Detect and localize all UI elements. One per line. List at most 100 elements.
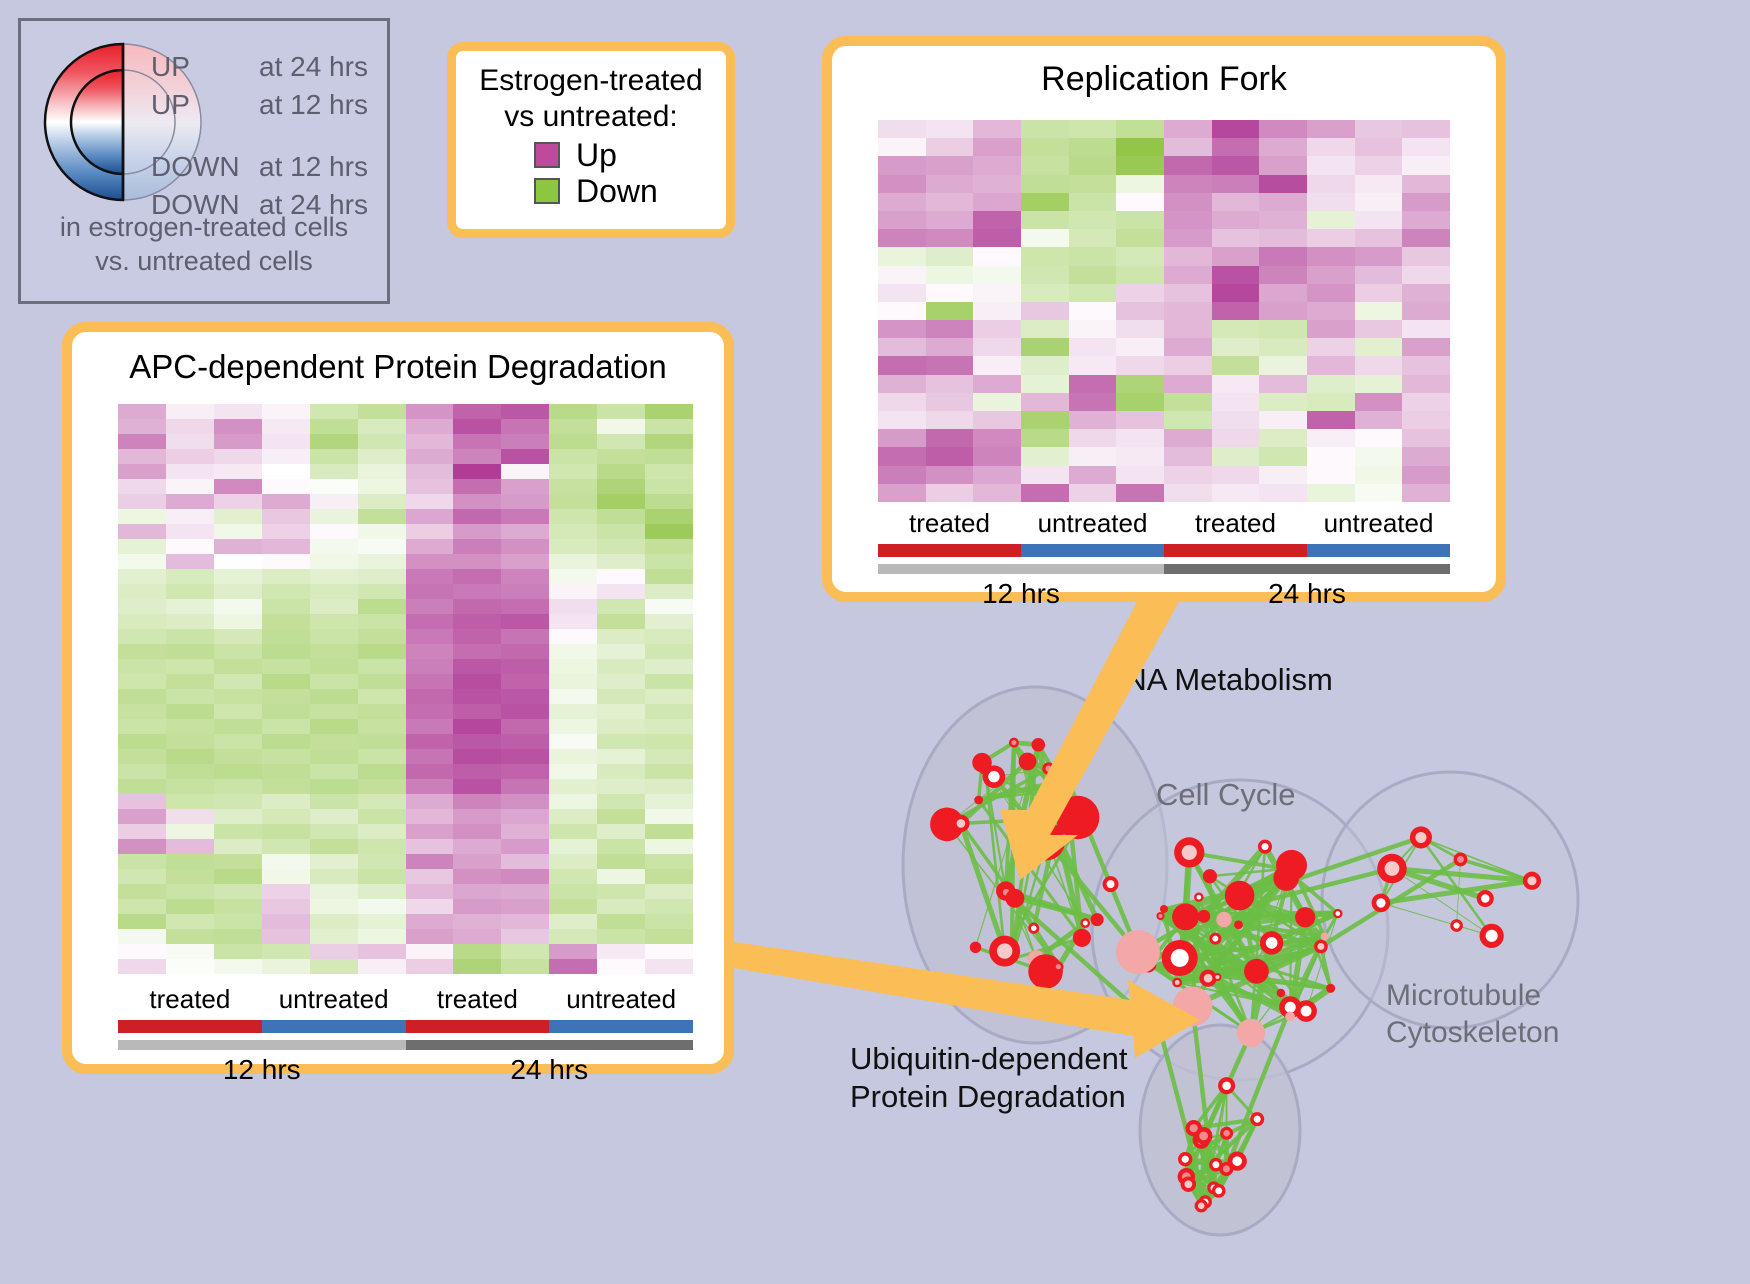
heatmap-cell: [166, 569, 214, 584]
heatmap-cell: [166, 449, 214, 464]
heatmap-cell: [1164, 138, 1212, 156]
network-node: [1042, 762, 1055, 775]
heatmap-cell: [973, 266, 1021, 284]
heatmap-cell: [501, 839, 549, 854]
updown-legend-card: Estrogen-treated vs untreated: Up Down: [447, 42, 735, 238]
heatmap-cell: [1402, 356, 1450, 374]
heatmap-cell: [310, 479, 358, 494]
heatmap-cell: [1212, 138, 1260, 156]
heatmap-cell: [358, 719, 406, 734]
heatmap-cell: [453, 734, 501, 749]
heatmap-cell: [453, 614, 501, 629]
heatmap-cell: [1307, 175, 1355, 193]
network-node: [1216, 912, 1231, 927]
heatmap-cell: [406, 689, 454, 704]
heatmap-cell: [501, 659, 549, 674]
heatmap-cell: [597, 749, 645, 764]
network-node: [1250, 1112, 1264, 1126]
heatmap-cell: [453, 659, 501, 674]
heatmap-cell: [1355, 320, 1403, 338]
heatmap-cell: [214, 959, 262, 974]
heatmap-cell: [1069, 175, 1117, 193]
network-node: [1173, 987, 1213, 1027]
heatmap-cell: [1402, 320, 1450, 338]
heatmap-cell: [1355, 266, 1403, 284]
heatmap-cell: [878, 393, 926, 411]
heatmap-cell: [1259, 175, 1307, 193]
heatmap-cell: [1021, 175, 1069, 193]
heatmap-cell: [1259, 266, 1307, 284]
heatmap-cell: [310, 434, 358, 449]
heatmap-cell: [166, 959, 214, 974]
heatmap-cell: [358, 659, 406, 674]
heatmap-cell: [118, 419, 166, 434]
heatmap-cell: [878, 320, 926, 338]
time-label: 12 hrs: [118, 1054, 406, 1086]
heatmap-cell: [1355, 120, 1403, 138]
heatmap-cell: [1355, 356, 1403, 374]
heatmap-cell: [310, 959, 358, 974]
heatmap-cell: [549, 659, 597, 674]
heatmap-cell: [310, 929, 358, 944]
heatmap-cell: [549, 449, 597, 464]
heatmap-cell: [645, 899, 693, 914]
heatmap-cell: [118, 569, 166, 584]
heatmap-cell: [214, 434, 262, 449]
heatmap-cell: [597, 554, 645, 569]
heatmap-cell: [878, 247, 926, 265]
heatmap-cell: [1355, 393, 1403, 411]
heatmap-cell: [645, 929, 693, 944]
network-node: [1174, 837, 1204, 867]
heatmap-cell: [214, 914, 262, 929]
heatmap-cell: [262, 419, 310, 434]
heatmap-cell: [310, 779, 358, 794]
heatmap-cell: [310, 584, 358, 599]
heatmap-cell: [1355, 375, 1403, 393]
heatmap-cell: [214, 689, 262, 704]
heatmap-replication-fork: [878, 120, 1450, 502]
heatmap-cell: [973, 338, 1021, 356]
heatmap-cell: [597, 509, 645, 524]
heatmap-cell: [1164, 338, 1212, 356]
heatmap-cell: [501, 569, 549, 584]
bar-segment-untreated-24: [549, 1020, 693, 1033]
heatmap-cell: [166, 899, 214, 914]
heatmap-cell: [1021, 156, 1069, 174]
heatmap-cell: [501, 749, 549, 764]
heatmap-cell: [1212, 320, 1260, 338]
network-node: [1019, 753, 1037, 771]
network-node: [1181, 1176, 1196, 1191]
heatmap-cell: [453, 854, 501, 869]
heatmap-cell: [926, 284, 974, 302]
group-label: untreated: [549, 984, 693, 1015]
heatmap-cell: [1021, 320, 1069, 338]
key-caption-line1: in estrogen-treated cells: [21, 211, 387, 245]
heatmap-cell: [1355, 175, 1403, 193]
heatmap-cell: [878, 120, 926, 138]
group-labels: treated untreated treated untreated: [118, 984, 693, 1015]
heatmap-cell: [597, 539, 645, 554]
heatmap-cell: [878, 138, 926, 156]
heatmap-cell: [214, 584, 262, 599]
heatmap-cell: [501, 929, 549, 944]
heatmap-cell: [358, 779, 406, 794]
heatmap-cell: [1402, 175, 1450, 193]
network-node: [1091, 913, 1104, 926]
network-node: [1258, 840, 1272, 854]
network-node: [989, 936, 1020, 967]
heatmap-cell: [926, 247, 974, 265]
heatmap-cell: [358, 494, 406, 509]
network-node: [1053, 961, 1063, 971]
heatmap-cell: [645, 824, 693, 839]
heatmap-cell: [878, 375, 926, 393]
network-node: [1228, 1151, 1247, 1170]
heatmap-cell: [406, 794, 454, 809]
heatmap-cell: [453, 464, 501, 479]
heatmap-cell: [310, 719, 358, 734]
heatmap-cell: [549, 734, 597, 749]
heatmap-cell: [501, 854, 549, 869]
heatmap-cell: [166, 809, 214, 824]
heatmap-cell: [310, 464, 358, 479]
heatmap-cell: [501, 419, 549, 434]
